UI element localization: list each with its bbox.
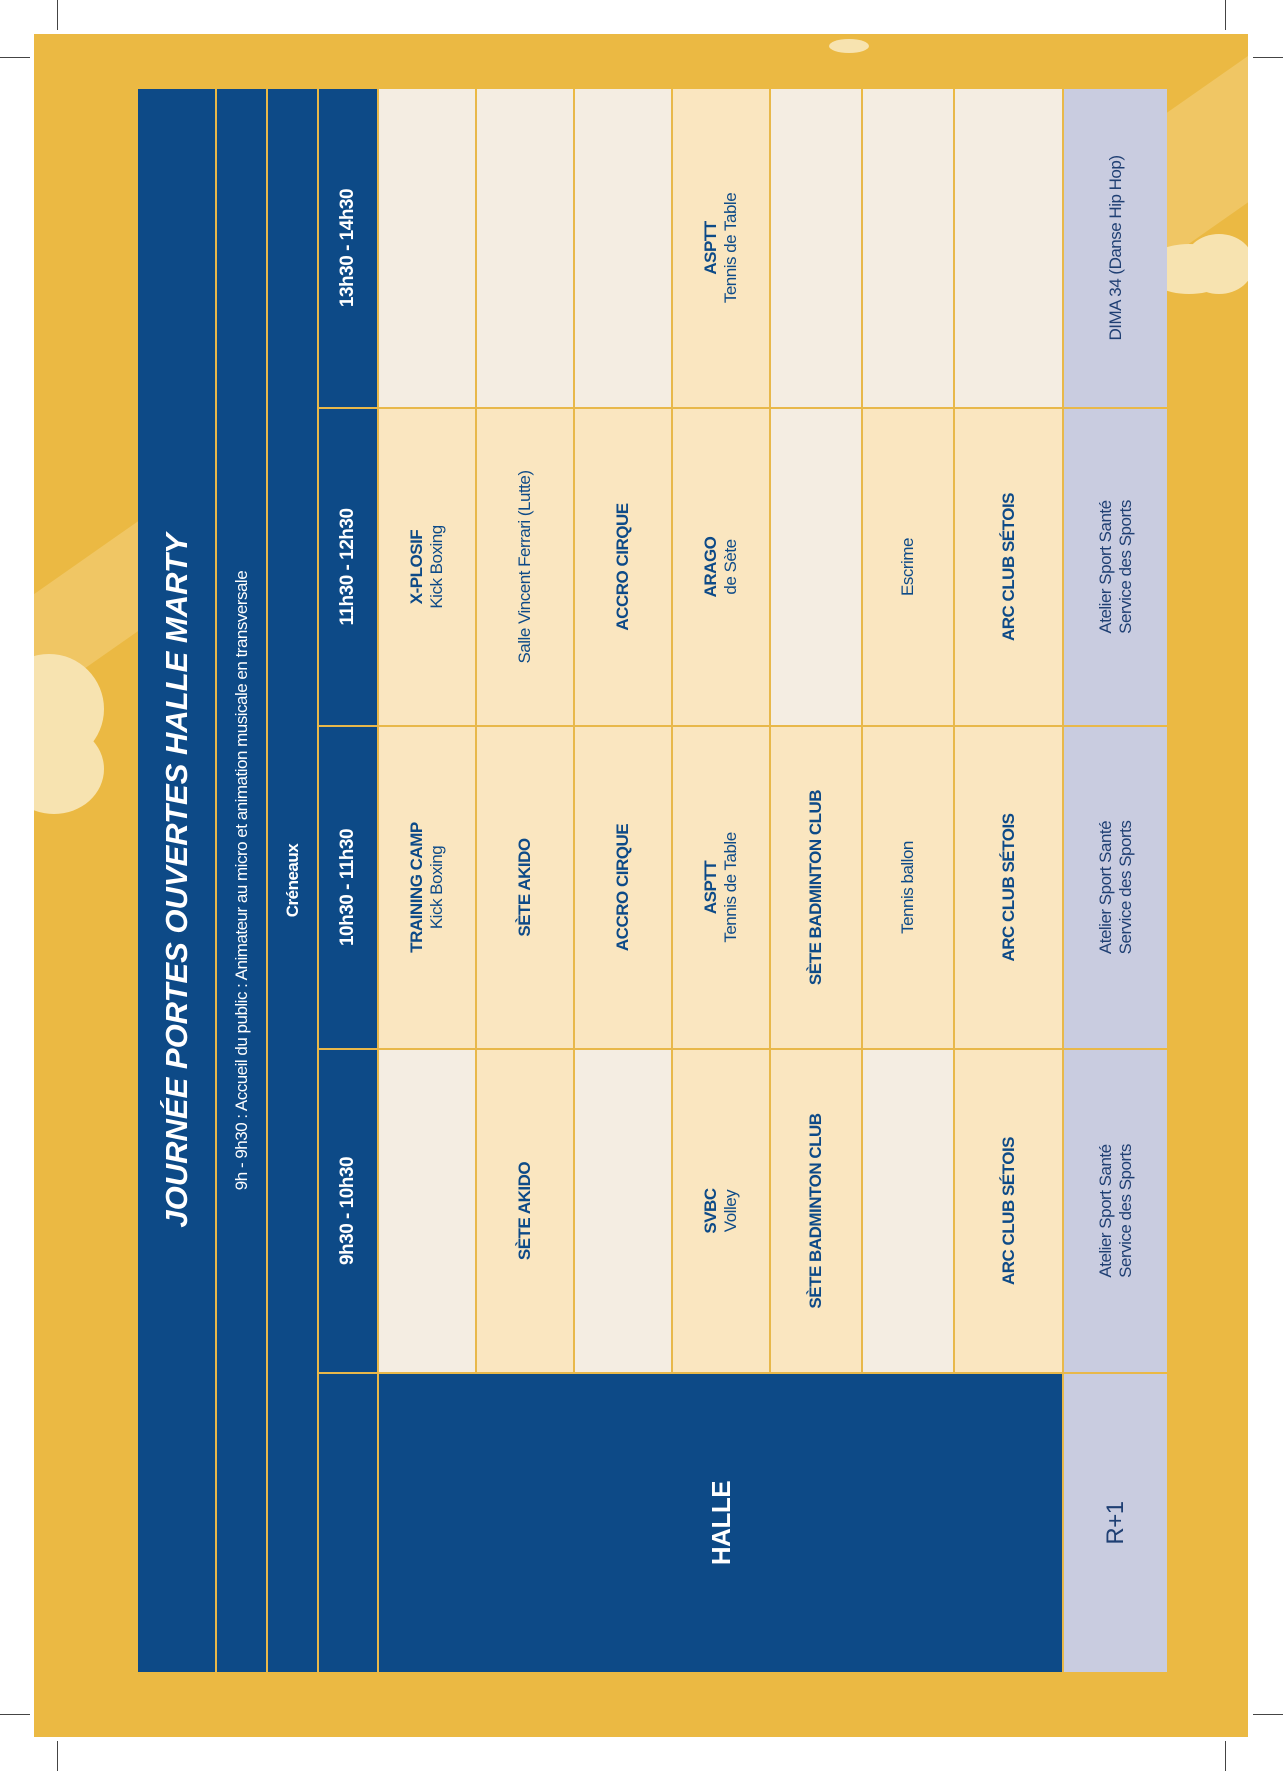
activity-cell: Salle Vincent Ferrari (Lutte) [477,409,573,725]
cell-subtitle: Service des Sports [1115,820,1135,955]
empty-cell [575,1050,671,1372]
time-slot-header: 11h30 - 12h30 [319,409,377,725]
empty-cell [863,89,953,407]
cell-title: ARC CLUB SÉTOIS [998,492,1018,642]
empty-cell [575,89,671,407]
schedule-table: JOURNÉE PORTES OUVERTES HALLE MARTY 9h -… [138,89,1167,1672]
empty-cell [955,89,1062,407]
activity-cell: Escrime [863,409,953,725]
cell-title: ARC CLUB SÉTOIS [998,813,1018,962]
crop-mark [1253,1714,1283,1715]
cell-title: DIMA 34 (Danse Hip Hop) [1105,155,1125,341]
cell-title: X-PLOSIF [407,529,426,605]
cell-subtitle: de Sète [721,539,740,595]
empty-cell [379,1050,475,1372]
time-slot-header: 13h30 - 14h30 [319,89,377,407]
cell-title: TRAINING CAMP [407,822,426,953]
cell-subtitle: Tennis de Table [721,192,740,304]
cell-title: SÈTE BADMINTON CLUB [806,1113,825,1309]
activity-cell: X-PLOSIF Kick Boxing [379,409,475,725]
empty-cell [863,1050,953,1372]
r1-activity-cell: Atelier Sport Santé Service des Sports [1064,409,1167,725]
activity-cell: ARAGO de Sète [673,409,769,725]
cell-subtitle: Tennis ballon [898,841,917,934]
halle-label: HALLE [379,1374,1062,1672]
crop-mark [1225,0,1226,30]
cell-title: Atelier Sport Santé [1095,1144,1115,1278]
activity-cell: ACCRO CIRQUE [575,727,671,1048]
slots-label: Créneaux [268,89,317,1672]
crop-mark [1253,57,1283,58]
activity-cell: ARC CLUB SÉTOIS [955,727,1062,1048]
activity-cell: SVBC Volley [673,1050,769,1372]
page-title: JOURNÉE PORTES OUVERTES HALLE MARTY [138,89,215,1672]
header-corner [319,1374,377,1672]
cell-title: ACCRO CIRQUE [613,823,632,952]
cell-title: SÈTE AKIDO [515,838,534,937]
activity-cell: ARC CLUB SÉTOIS [955,1050,1062,1372]
cell-title: ASPTT [701,860,720,915]
r1-label: R+1 [1064,1374,1167,1672]
empty-cell [477,89,573,407]
subtitle: 9h - 9h30 : Accueil du public : Animateu… [217,89,266,1672]
crop-mark [0,1714,30,1715]
cell-subtitle: Volley [721,1189,740,1233]
r1-activity-cell: Atelier Sport Santé Service des Sports [1064,727,1167,1048]
crop-mark [57,0,58,30]
cell-title: ARC CLUB SÉTOIS [998,1136,1018,1286]
activity-cell: SÈTE BADMINTON CLUB [771,1050,861,1372]
cell-title: ASPTT [701,221,720,275]
activity-cell: ASPTT Tennis de Table [673,727,769,1048]
empty-cell [379,89,475,407]
activity-cell: SÈTE AKIDO [477,1050,573,1372]
cell-subtitle: Kick Boxing [427,525,446,609]
cell-title: SÈTE AKIDO [515,1161,534,1261]
cell-title: Atelier Sport Santé [1095,500,1115,634]
time-slot-header: 9h30 - 10h30 [319,1050,377,1372]
activity-cell: SÈTE BADMINTON CLUB [771,727,861,1048]
cell-title: SVBC [701,1188,720,1234]
empty-cell [771,409,861,725]
cell-subtitle: Service des Sports [1115,1144,1135,1278]
cell-subtitle: Salle Vincent Ferrari (Lutte) [515,470,534,664]
activity-cell: ARC CLUB SÉTOIS [955,409,1062,725]
cell-subtitle: Escrime [898,538,917,596]
cell-title: ARAGO [701,536,720,598]
activity-cell: TRAINING CAMP Kick Boxing [379,727,475,1048]
cell-title: Atelier Sport Santé [1095,820,1115,955]
r1-activity-cell: DIMA 34 (Danse Hip Hop) [1064,89,1167,407]
activity-cell: SÈTE AKIDO [477,727,573,1048]
crop-mark [1225,1741,1226,1771]
time-slot-header: 10h30 - 11h30 [319,727,377,1048]
activity-cell: ACCRO CIRQUE [575,409,671,725]
cell-title: SÈTE BADMINTON CLUB [806,789,825,986]
r1-activity-cell: Atelier Sport Santé Service des Sports [1064,1050,1167,1372]
empty-cell [771,89,861,407]
cell-subtitle: Tennis de Table [721,832,740,943]
crop-mark [0,57,30,58]
activity-cell: ASPTT Tennis de Table [673,89,769,407]
crop-mark [57,1741,58,1771]
activity-cell: Tennis ballon [863,727,953,1048]
cloud-decoration [829,39,869,53]
cell-subtitle: Kick Boxing [427,845,446,930]
cell-title: ACCRO CIRQUE [613,503,632,631]
cell-subtitle: Service des Sports [1115,500,1135,634]
cloud-decoration [1184,234,1248,294]
